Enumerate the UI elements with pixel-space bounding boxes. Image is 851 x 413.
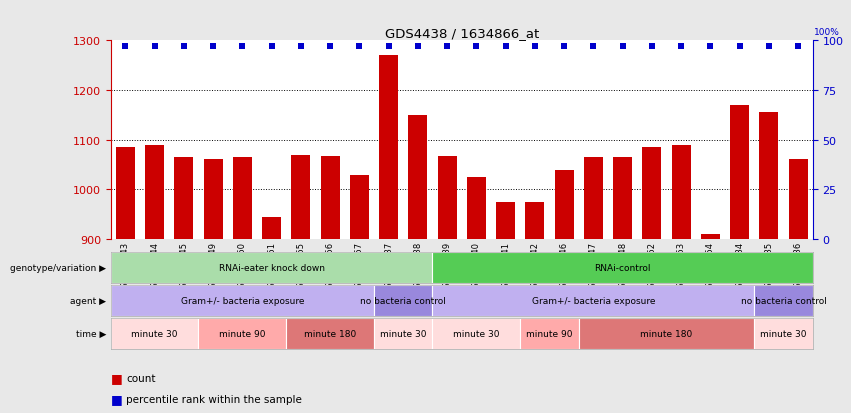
Bar	[374, 318, 432, 349]
Text: Gram+/- bacteria exposure: Gram+/- bacteria exposure	[180, 296, 304, 305]
Bar	[198, 318, 286, 349]
Bar	[432, 285, 754, 316]
Bar	[111, 318, 198, 349]
Text: RNAi-eater knock down: RNAi-eater knock down	[219, 263, 324, 272]
Bar	[291, 155, 311, 240]
Text: minute 30: minute 30	[131, 329, 178, 338]
Bar	[379, 56, 398, 240]
Bar	[643, 148, 661, 240]
Text: minute 90: minute 90	[219, 329, 266, 338]
Text: no bacteria control: no bacteria control	[360, 296, 446, 305]
Bar	[321, 156, 340, 240]
Bar	[408, 116, 427, 240]
Bar	[350, 175, 368, 240]
Bar	[555, 170, 574, 240]
Bar	[111, 285, 374, 316]
Bar	[671, 145, 690, 240]
Bar	[496, 202, 515, 240]
Bar	[730, 106, 749, 240]
Text: Gram+/- bacteria exposure: Gram+/- bacteria exposure	[532, 296, 655, 305]
Bar	[467, 178, 486, 240]
Bar	[754, 318, 813, 349]
Bar	[789, 159, 808, 240]
Bar	[759, 113, 779, 240]
Bar	[579, 318, 754, 349]
Text: time ▶: time ▶	[76, 329, 106, 338]
Text: genotype/variation ▶: genotype/variation ▶	[10, 263, 106, 272]
Bar	[754, 285, 813, 316]
Text: ■: ■	[111, 392, 127, 405]
Bar	[432, 252, 813, 283]
Bar	[111, 252, 432, 283]
Bar	[262, 217, 281, 240]
Bar	[701, 235, 720, 240]
Bar	[203, 159, 222, 240]
Text: ■: ■	[111, 371, 127, 385]
Bar	[116, 148, 134, 240]
Bar	[613, 158, 632, 240]
Bar	[432, 318, 520, 349]
Text: minute 180: minute 180	[640, 329, 693, 338]
Bar	[520, 318, 579, 349]
Text: agent ▶: agent ▶	[71, 296, 106, 305]
Text: no bacteria control: no bacteria control	[740, 296, 826, 305]
Text: minute 30: minute 30	[453, 329, 500, 338]
Text: count: count	[126, 373, 156, 383]
Text: 100%: 100%	[814, 28, 840, 37]
Text: GDS4438 / 1634866_at: GDS4438 / 1634866_at	[385, 27, 539, 40]
Text: minute 30: minute 30	[380, 329, 426, 338]
Bar	[525, 202, 545, 240]
Text: RNAi-control: RNAi-control	[594, 263, 651, 272]
Bar	[174, 158, 193, 240]
Bar	[145, 145, 164, 240]
Bar	[374, 285, 432, 316]
Text: minute 30: minute 30	[760, 329, 807, 338]
Bar	[584, 158, 603, 240]
Text: minute 180: minute 180	[304, 329, 357, 338]
Bar	[233, 158, 252, 240]
Text: percentile rank within the sample: percentile rank within the sample	[126, 394, 302, 404]
Bar	[286, 318, 374, 349]
Text: minute 90: minute 90	[526, 329, 573, 338]
Bar	[437, 156, 456, 240]
